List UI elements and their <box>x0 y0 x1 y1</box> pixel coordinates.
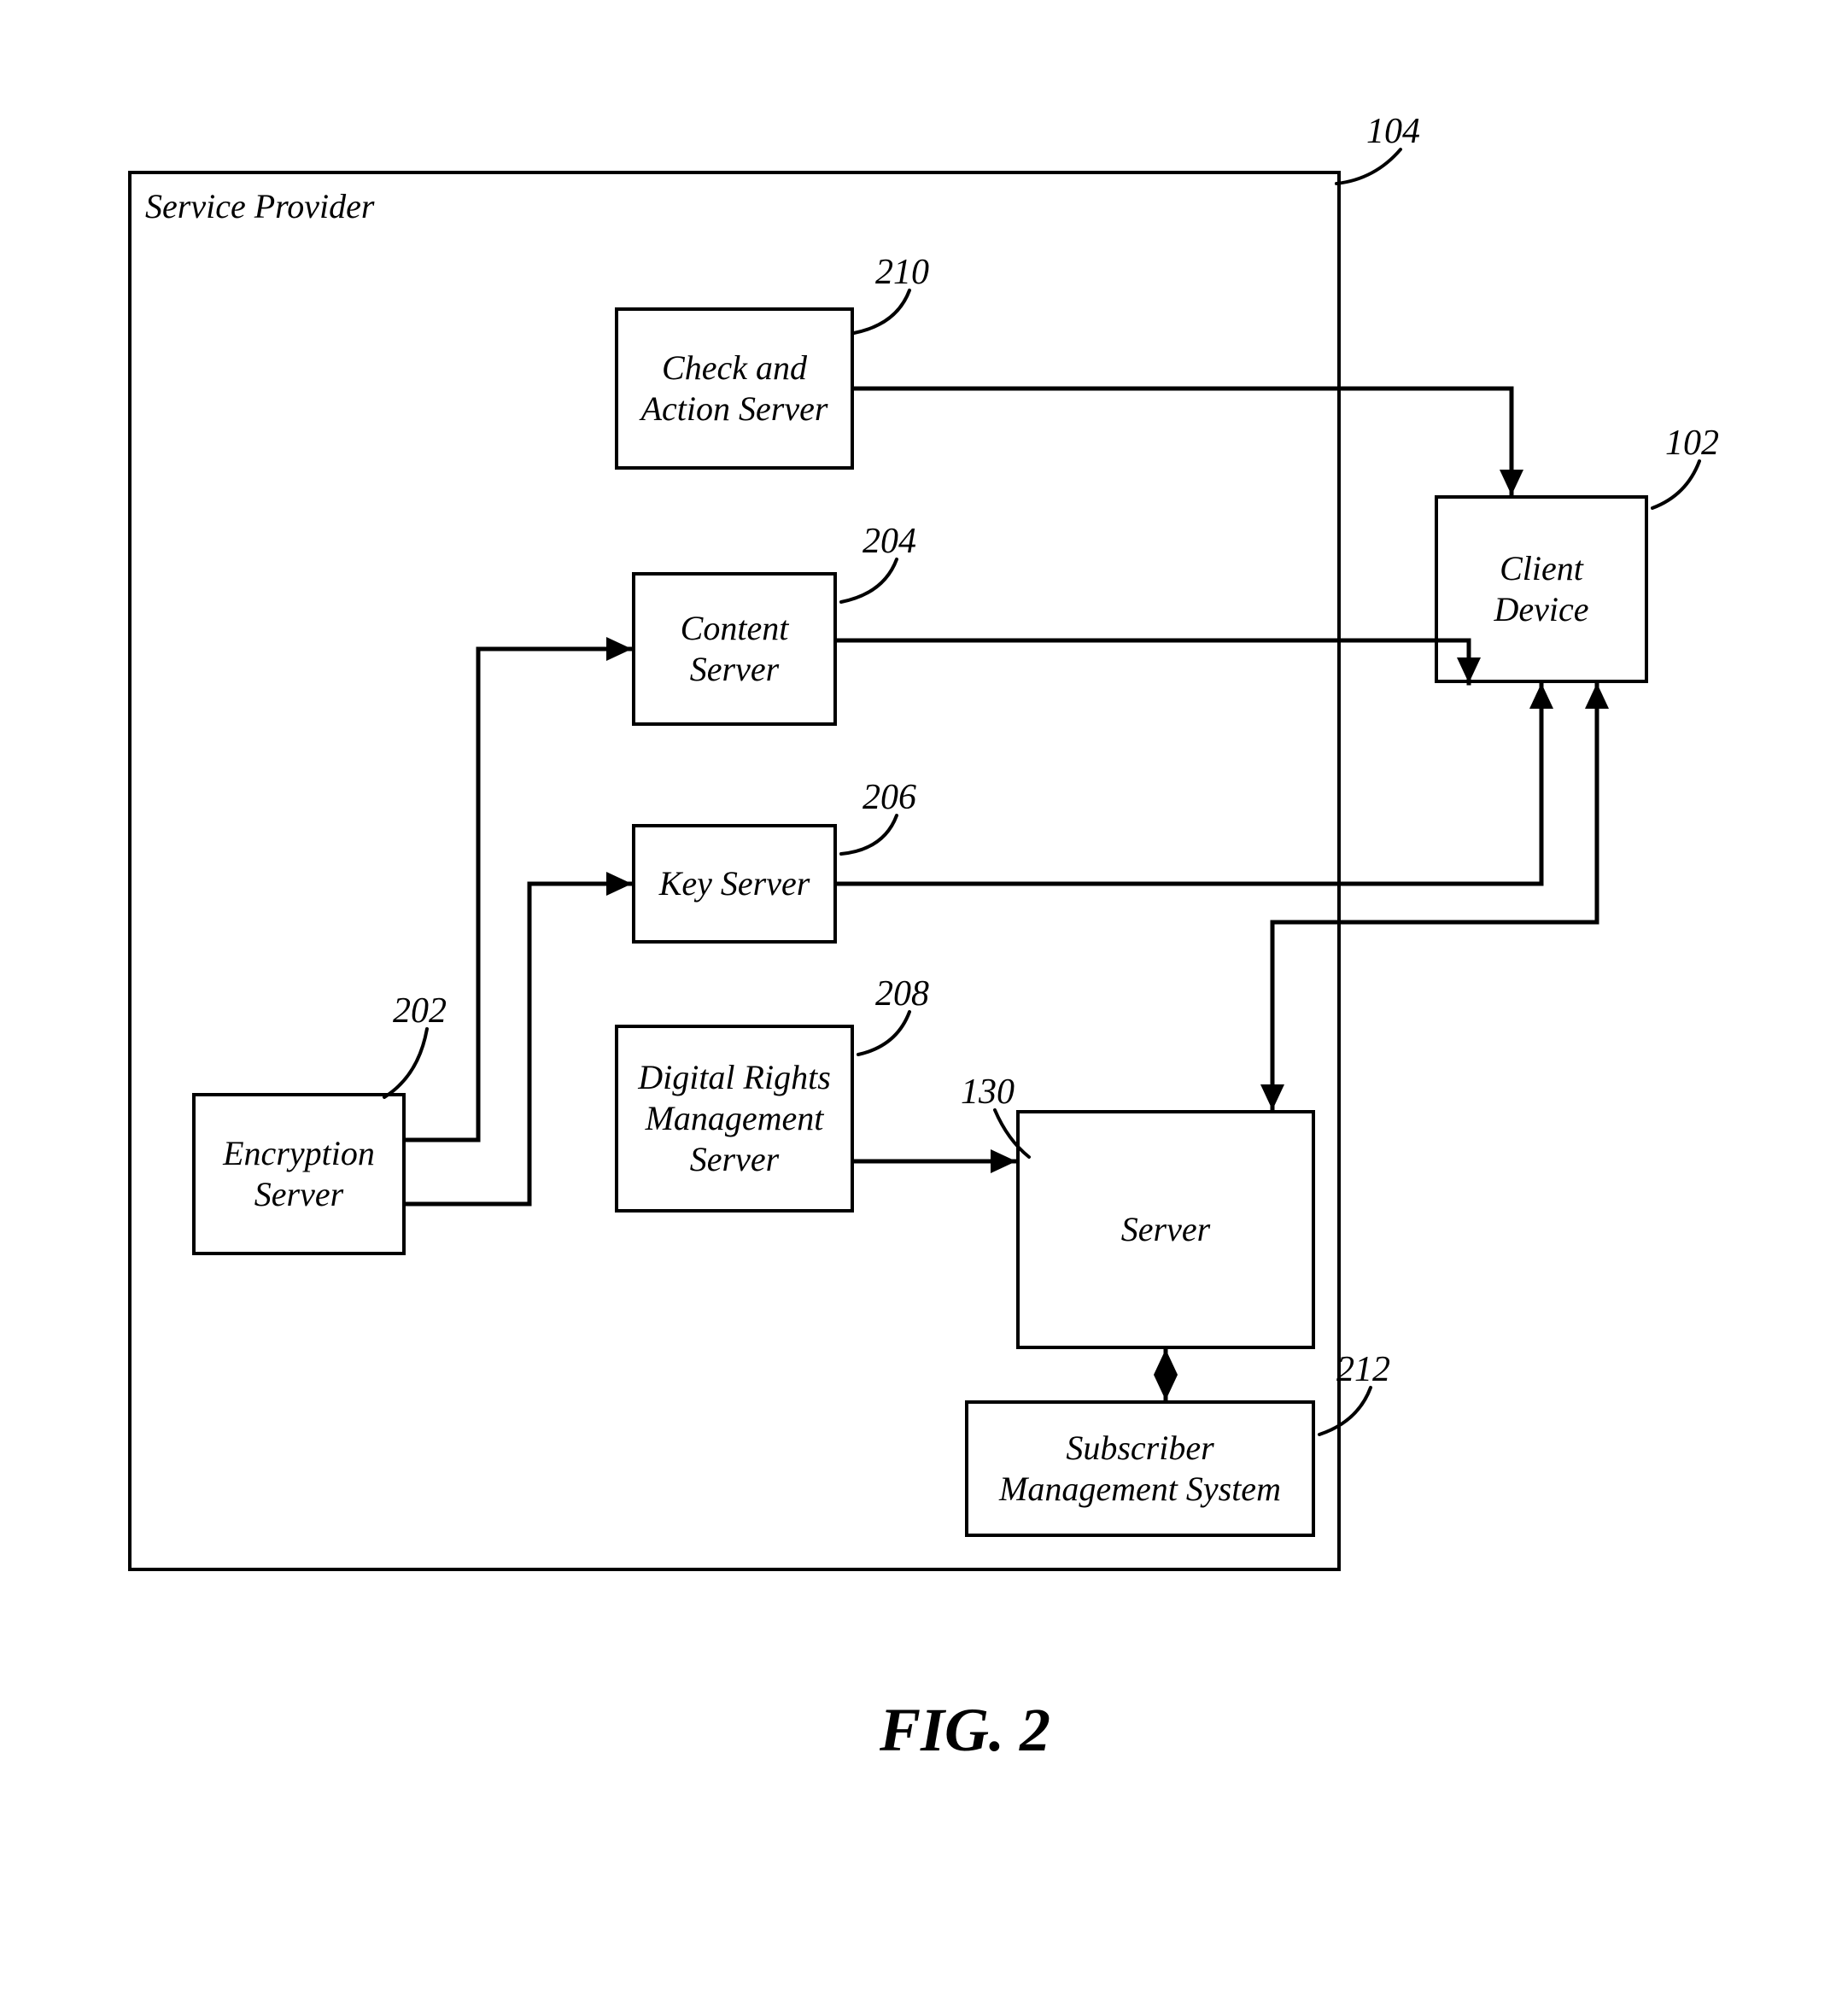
check-box: Check andAction Server <box>615 307 854 470</box>
drm-box: Digital RightsManagementServer <box>615 1025 854 1213</box>
key-label: Key Server <box>659 863 810 904</box>
ref-104: 104 <box>1366 111 1420 152</box>
service-provider-label: Service Provider <box>145 186 374 226</box>
key-box: Key Server <box>632 824 837 944</box>
ref-key: 206 <box>863 777 916 818</box>
drm-label: Digital RightsManagementServer <box>638 1057 831 1180</box>
ref-client: 102 <box>1665 423 1719 464</box>
ref-encryption: 202 <box>393 990 447 1031</box>
ref-server: 130 <box>961 1072 1015 1113</box>
sms-box: SubscriberManagement System <box>965 1400 1315 1537</box>
content-label: ContentServer <box>681 608 789 690</box>
sms-label: SubscriberManagement System <box>999 1428 1281 1510</box>
encryption-label: EncryptionServer <box>223 1133 375 1215</box>
server-box: Server <box>1016 1110 1315 1349</box>
ref-drm: 208 <box>875 973 929 1014</box>
ref-sms: 212 <box>1336 1349 1390 1390</box>
check-label: Check andAction Server <box>641 348 828 429</box>
ref-content: 204 <box>863 521 916 562</box>
figure-label: FIG. 2 <box>880 1695 1050 1766</box>
client-box: ClientDevice <box>1435 495 1648 683</box>
ref-check: 210 <box>875 252 929 293</box>
diagram-canvas: Service Provider EncryptionServer Check an… <box>0 0 1842 2016</box>
server-label: Server <box>1121 1209 1210 1250</box>
content-box: ContentServer <box>632 572 837 726</box>
client-label: ClientDevice <box>1494 548 1588 630</box>
encryption-box: EncryptionServer <box>192 1093 406 1255</box>
